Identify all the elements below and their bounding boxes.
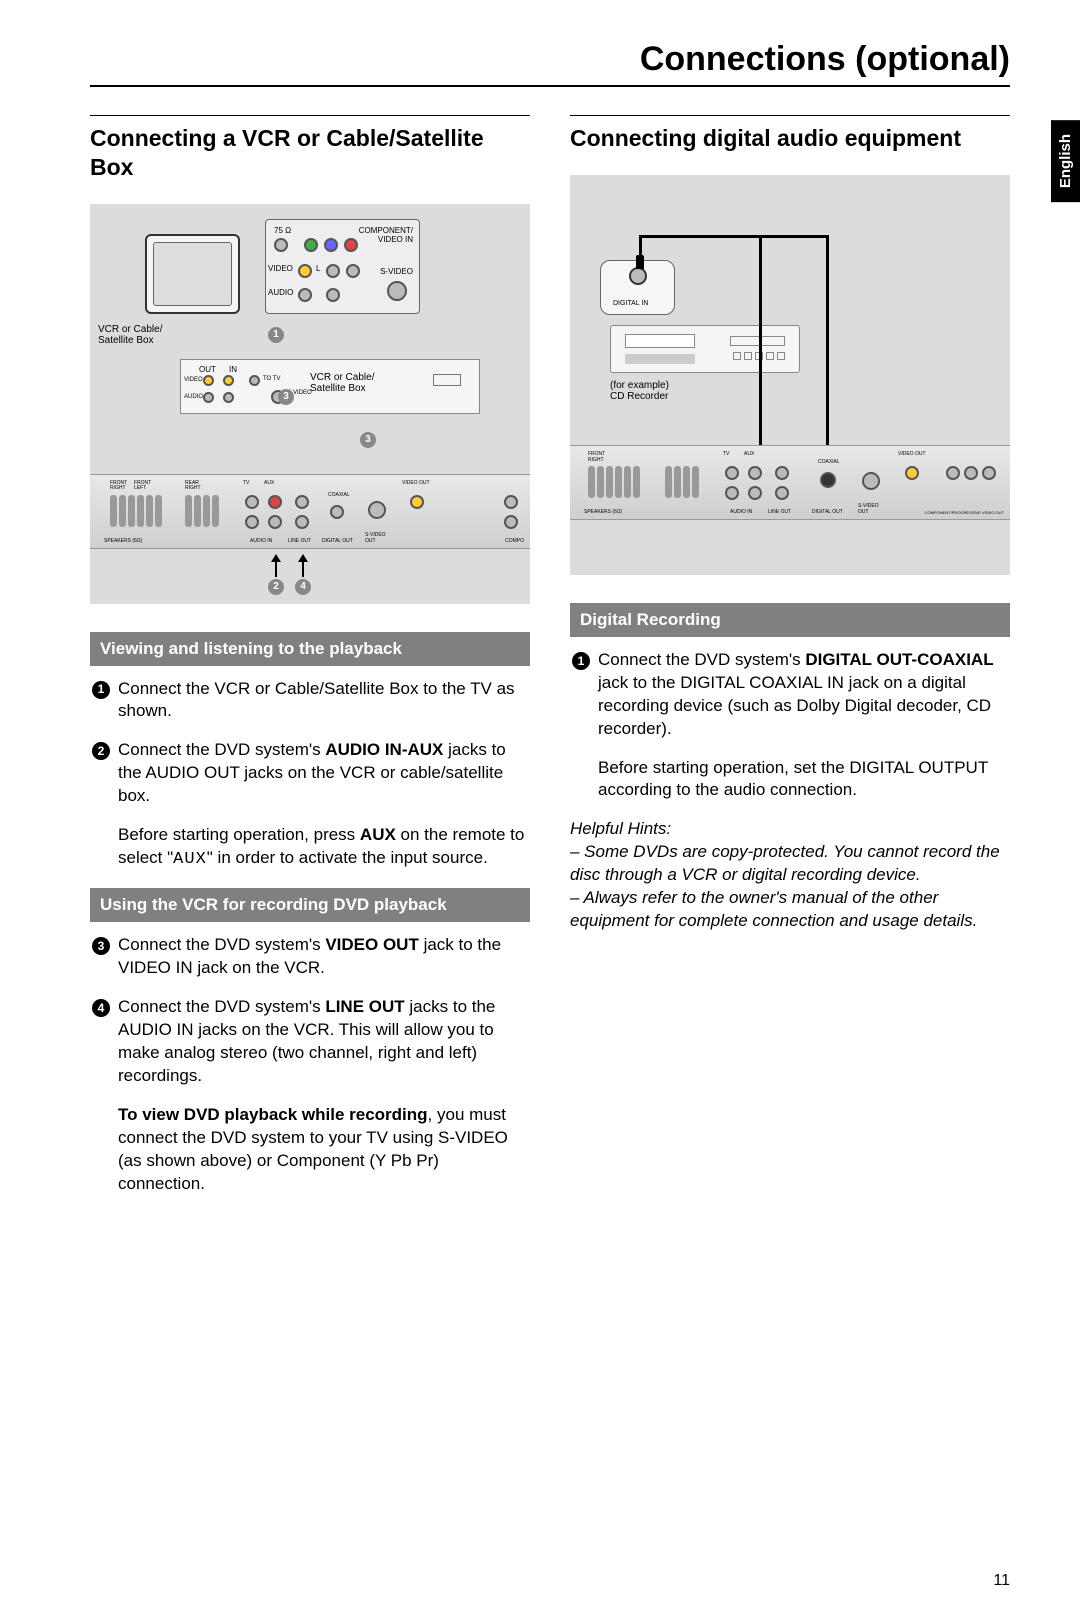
step-marker-2: 2 xyxy=(92,742,110,760)
left-section-title: Connecting a VCR or Cable/Satellite Box xyxy=(90,115,530,182)
left-diagram: 75 Ω COMPONENT/ VIDEO IN VIDEO L AUDIO S… xyxy=(90,204,530,604)
left-step-3: 3 Connect the DVD system's VIDEO OUT jac… xyxy=(90,934,530,980)
hints-title: Helpful Hints: xyxy=(570,818,1010,841)
right-column: Connecting digital audio equipment DIGIT… xyxy=(570,115,1010,1211)
left-step-2-note: Before starting operation, press AUX on … xyxy=(118,824,530,872)
left-step-4: 4 Connect the DVD system's LINE OUT jack… xyxy=(90,996,530,1088)
left-column: Connecting a VCR or Cable/Satellite Box … xyxy=(90,115,530,1211)
hint-1: – Some DVDs are copy-protected. You cann… xyxy=(570,841,1010,887)
marker-svideo: 3 xyxy=(278,389,294,405)
right-diagram: DIGITAL IN (for example) CD Recorder xyxy=(570,175,1010,575)
step-marker-1: 1 xyxy=(92,681,110,699)
step-marker-4: 4 xyxy=(92,999,110,1017)
right-section-title: Connecting digital audio equipment xyxy=(570,115,1010,153)
left-step-1: 1 Connect the VCR or Cable/Satellite Box… xyxy=(90,678,530,724)
left-step-2: 2 Connect the DVD system's AUDIO IN-AUX … xyxy=(90,739,530,808)
left-step-4-text: Connect the DVD system's LINE OUT jacks … xyxy=(118,996,530,1088)
right-step-1-text: Connect the DVD system's DIGITAL OUT-COA… xyxy=(598,649,1010,741)
content-columns: Connecting a VCR or Cable/Satellite Box … xyxy=(90,115,1010,1211)
left-final-note: To view DVD playback while recording, yo… xyxy=(118,1104,530,1196)
step-marker-3: 3 xyxy=(92,937,110,955)
right-note: Before starting operation, set the DIGIT… xyxy=(598,757,1010,803)
left-step-3-text: Connect the DVD system's VIDEO OUT jack … xyxy=(118,934,530,980)
page-title: Connections (optional) xyxy=(90,40,1010,87)
left-step-1-text: Connect the VCR or Cable/Satellite Box t… xyxy=(118,678,530,724)
language-tab: English xyxy=(1051,120,1080,202)
right-step-1: 1 Connect the DVD system's DIGITAL OUT-C… xyxy=(570,649,1010,741)
hint-2: – Always refer to the owner's manual of … xyxy=(570,887,1010,933)
left-subhead-2: Using the VCR for recording DVD playback xyxy=(90,888,530,922)
page-number: 11 xyxy=(993,1572,1010,1590)
left-step-2-text: Connect the DVD system's AUDIO IN-AUX ja… xyxy=(118,739,530,808)
helpful-hints: Helpful Hints: – Some DVDs are copy-prot… xyxy=(570,818,1010,933)
left-subhead-1: Viewing and listening to the playback xyxy=(90,632,530,666)
right-subhead-1: Digital Recording xyxy=(570,603,1010,637)
step-marker-r1: 1 xyxy=(572,652,590,670)
